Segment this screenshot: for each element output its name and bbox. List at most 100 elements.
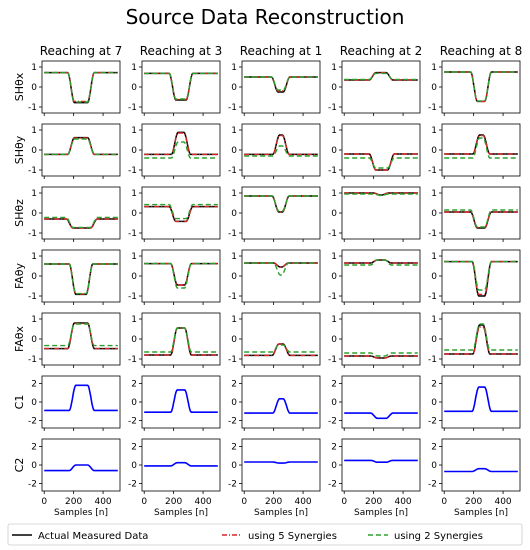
y-tick-label: 2 bbox=[331, 379, 337, 389]
column-title: Reaching at 2 bbox=[340, 44, 423, 58]
y-tick-label: 0 bbox=[431, 146, 437, 156]
subplot-panel: -1 0 1 bbox=[328, 123, 421, 179]
y-tick-label: 0 bbox=[31, 461, 37, 471]
row-label: SHθy bbox=[13, 135, 26, 164]
x-tick-label: 400 bbox=[294, 497, 311, 507]
y-tick-label: 0 bbox=[31, 146, 37, 156]
y-tick-label: -2 bbox=[228, 480, 237, 490]
y-tick-label: -2 bbox=[28, 417, 37, 427]
series-line-5-synergies bbox=[344, 259, 418, 264]
x-tick-label: 400 bbox=[194, 497, 211, 507]
y-tick-label: 0 bbox=[331, 83, 337, 93]
column-title: Reaching at 7 bbox=[40, 44, 123, 58]
series-line-actual bbox=[244, 134, 318, 156]
y-tick-label: -1 bbox=[228, 166, 237, 176]
component-line bbox=[144, 461, 218, 467]
y-tick-label: -1 bbox=[28, 166, 37, 176]
series-line-actual bbox=[244, 195, 318, 213]
y-tick-label: 1 bbox=[431, 63, 437, 73]
y-tick-label: 0 bbox=[431, 461, 437, 471]
x-tick-label: 0 bbox=[41, 497, 47, 507]
series-line-2-synergies bbox=[244, 145, 318, 157]
subplot-panel: -2 0 2 0 200 400 bbox=[228, 438, 321, 507]
y-tick-label: 2 bbox=[431, 442, 437, 452]
y-tick-label: -1 bbox=[128, 292, 137, 302]
subplot-panel: -1 0 1 bbox=[128, 123, 221, 179]
subplot-frame bbox=[441, 60, 521, 114]
y-tick-label: -2 bbox=[428, 480, 437, 490]
y-tick-label: 0 bbox=[131, 398, 137, 408]
y-tick-label: 0 bbox=[231, 272, 237, 282]
y-tick-label: 0 bbox=[31, 398, 37, 408]
y-tick-label: 0 bbox=[31, 272, 37, 282]
x-axis-label: Samples [n] bbox=[354, 508, 408, 518]
y-tick-label: -2 bbox=[428, 417, 437, 427]
y-tick-label: 2 bbox=[331, 442, 337, 452]
y-tick-label: 1 bbox=[131, 126, 137, 136]
component-line bbox=[344, 459, 418, 463]
series-line-5-synergies bbox=[44, 322, 118, 350]
subplot-frame bbox=[341, 123, 421, 177]
y-tick-label: -1 bbox=[28, 103, 37, 113]
column-title: Reaching at 8 bbox=[440, 44, 523, 58]
series-line-2-synergies bbox=[244, 76, 318, 91]
subplot-frame bbox=[441, 249, 521, 303]
y-tick-label: -2 bbox=[328, 480, 337, 490]
subplot-frame bbox=[441, 375, 521, 429]
y-tick-label: -1 bbox=[128, 166, 137, 176]
y-tick-label: 0 bbox=[31, 83, 37, 93]
subplot-frame bbox=[341, 312, 421, 366]
y-tick-label: 1 bbox=[131, 189, 137, 199]
y-tick-label: 0 bbox=[131, 209, 137, 219]
subplot-frame bbox=[41, 438, 121, 492]
subplot-panel: -1 0 1 bbox=[128, 249, 221, 305]
series-line-5-synergies bbox=[44, 263, 118, 295]
subplot-panel: -1 0 1 bbox=[428, 249, 521, 305]
y-tick-label: 2 bbox=[31, 379, 37, 389]
x-axis-label: Samples [n] bbox=[254, 508, 308, 518]
y-tick-label: 1 bbox=[331, 252, 337, 262]
y-tick-label: -1 bbox=[228, 292, 237, 302]
y-tick-label: 2 bbox=[131, 379, 137, 389]
series-line-5-synergies bbox=[44, 71, 118, 103]
series-line-5-synergies bbox=[144, 262, 218, 286]
y-tick-label: 1 bbox=[231, 315, 237, 325]
component-line bbox=[244, 461, 318, 464]
y-tick-label: 0 bbox=[331, 335, 337, 345]
subplot-panel: -1 0 1 bbox=[328, 186, 421, 242]
y-tick-label: -1 bbox=[428, 166, 437, 176]
x-tick-label: 0 bbox=[341, 497, 347, 507]
x-tick-label: 400 bbox=[494, 497, 511, 507]
y-tick-label: -1 bbox=[128, 103, 137, 113]
subplot-panel: -2 0 2 0 200 400 bbox=[128, 438, 221, 507]
y-tick-label: 2 bbox=[31, 442, 37, 452]
component-line bbox=[144, 389, 218, 413]
subplot-frame bbox=[141, 123, 221, 177]
x-tick-label: 0 bbox=[241, 497, 247, 507]
legend-frame bbox=[7, 523, 523, 546]
subplot-panel: -2 0 2 bbox=[428, 375, 521, 431]
series-line-2-synergies bbox=[444, 209, 518, 228]
subplot-frame bbox=[41, 312, 121, 366]
subplot-frame bbox=[241, 375, 321, 429]
subplot-frame bbox=[241, 60, 321, 114]
legend: Actual Measured Data using 5 Synergies usi… bbox=[7, 523, 523, 546]
series-line-actual bbox=[44, 218, 118, 229]
series-line-2-synergies bbox=[144, 141, 218, 159]
y-tick-label: 2 bbox=[231, 442, 237, 452]
y-tick-label: -1 bbox=[328, 103, 337, 113]
series-line-5-synergies bbox=[144, 72, 218, 101]
x-tick-label: 200 bbox=[65, 497, 82, 507]
series-line-actual bbox=[144, 131, 218, 156]
subplot-frame bbox=[341, 249, 421, 303]
series-line-actual bbox=[444, 71, 518, 103]
subplot-frame bbox=[241, 312, 321, 366]
subplot-panel: -1 0 1 bbox=[428, 312, 521, 368]
series-line-5-synergies bbox=[144, 327, 218, 356]
series-line-5-synergies bbox=[244, 76, 318, 92]
series-line-2-synergies bbox=[344, 193, 418, 197]
y-tick-label: 0 bbox=[431, 209, 437, 219]
subplot-panel: -1 0 1 bbox=[228, 249, 321, 305]
series-line-actual bbox=[44, 136, 118, 156]
